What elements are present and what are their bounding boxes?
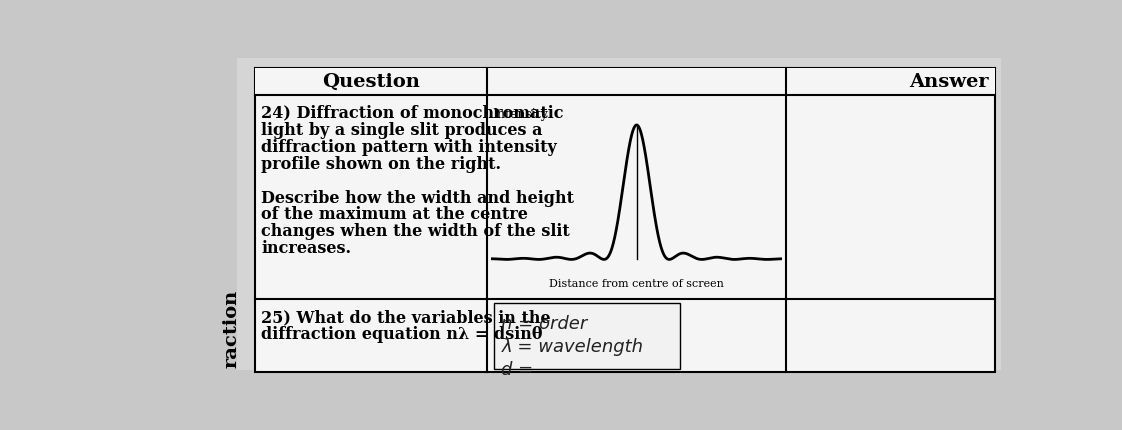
Bar	[237, 59, 1001, 370]
Text: of the maximum at the centre: of the maximum at the centre	[261, 206, 528, 223]
Text: Answer: Answer	[909, 73, 988, 91]
Text: light by a single slit produces a: light by a single slit produces a	[261, 122, 543, 138]
Text: diffraction pattern with intensity: diffraction pattern with intensity	[261, 138, 557, 155]
Text: diffraction equation nλ = dsinθ: diffraction equation nλ = dsinθ	[261, 325, 543, 342]
Bar	[494, 304, 680, 369]
Bar	[255, 68, 995, 372]
Text: raction: raction	[222, 289, 241, 367]
Text: profile shown on the right.: profile shown on the right.	[261, 155, 502, 172]
Text: changes when the width of the slit: changes when the width of the slit	[261, 223, 570, 240]
Text: n = order: n = order	[502, 314, 588, 332]
Text: λ = wavelength: λ = wavelength	[502, 338, 643, 355]
Text: 25) What do the variables in the: 25) What do the variables in the	[261, 308, 551, 325]
Text: 24) Diffraction of monochromatic: 24) Diffraction of monochromatic	[261, 104, 563, 122]
Bar	[255, 68, 995, 95]
Text: d =: d =	[502, 360, 534, 378]
Text: Describe how the width and height: Describe how the width and height	[261, 189, 574, 206]
Text: increases.: increases.	[261, 240, 351, 257]
Text: Question: Question	[322, 73, 420, 91]
